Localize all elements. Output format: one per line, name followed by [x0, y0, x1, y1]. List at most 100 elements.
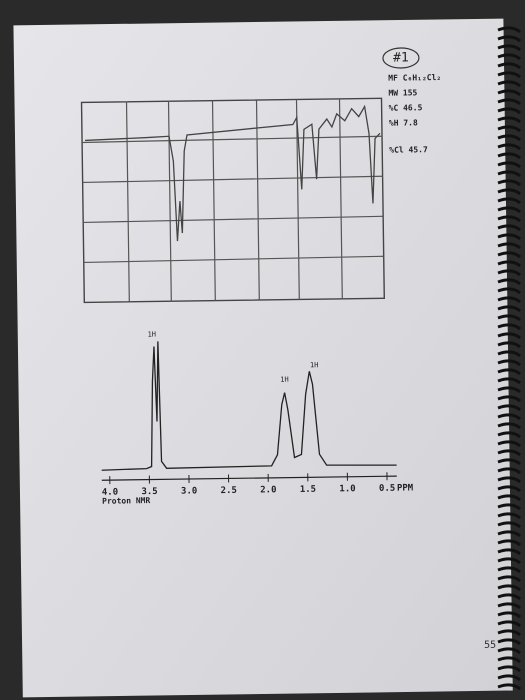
caption: Proton NMR [102, 496, 150, 506]
info-line: MW 155 [388, 88, 417, 97]
spiral-loop [497, 566, 521, 574]
grid-line [338, 98, 343, 299]
spiral-loop [497, 395, 521, 403]
info-line: %C 46.5 [389, 103, 423, 112]
grid-line [82, 135, 383, 144]
spiral-loop [497, 278, 521, 286]
tick-label: 3.5 [141, 487, 157, 497]
grid-line [83, 255, 384, 264]
spiral-loop [497, 557, 521, 565]
grid-line [295, 99, 300, 300]
ir-frame [80, 97, 385, 304]
spiral-loop [497, 53, 521, 61]
spiral-loop [497, 476, 521, 484]
spiral-loop [497, 242, 521, 250]
unit-label: PPM [397, 483, 414, 493]
spiral-loop [497, 350, 521, 358]
spiral-loop [497, 629, 521, 637]
tick-label: 1.5 [300, 485, 316, 495]
spiral-loop [497, 377, 521, 385]
spiral-loop [497, 314, 521, 322]
spiral-loop [497, 305, 521, 313]
spiral-loop [497, 35, 521, 43]
tick-label: 2.0 [260, 485, 276, 495]
spiral-loop [497, 296, 521, 304]
spiral-loop [497, 593, 521, 601]
spiral-loop [497, 44, 521, 52]
peak-label: 1H [280, 376, 289, 384]
spiral-loop [497, 71, 521, 79]
spiral-loop [497, 440, 521, 448]
page: #1 MF C₆H₁₂Cl₂ MW 155 %C 46.5 %H 7.8 %Cl 45.… [13, 18, 513, 698]
grid-line [82, 175, 383, 184]
info-line: %Cl 45.7 [389, 145, 428, 155]
grid-line [211, 100, 216, 301]
ir-spectrum [80, 97, 385, 304]
spiral-loop [497, 647, 521, 655]
spiral-loop [497, 539, 521, 547]
spiral-loop [497, 341, 521, 349]
spiral-loop [497, 161, 521, 169]
spiral-loop [497, 62, 521, 70]
label-circle [382, 47, 420, 69]
spiral-loop [497, 602, 521, 610]
spiral-loop [497, 404, 521, 412]
spiral-loop [497, 413, 521, 421]
spiral-loop [497, 170, 521, 178]
spiral-loop [497, 503, 521, 511]
tick-label: 2.5 [221, 486, 237, 496]
spiral-loop [497, 206, 521, 214]
spiral-loop [497, 143, 521, 151]
spiral-loop [497, 233, 521, 241]
spiral-loop [497, 521, 521, 529]
spiral-loop [497, 188, 521, 196]
spiral-loop [497, 197, 521, 205]
spiral-loop [497, 134, 521, 142]
spiral-loop [497, 179, 521, 187]
spiral-loop [497, 494, 521, 502]
spiral-loop [497, 287, 521, 295]
spiral-loop [497, 386, 521, 394]
spiral-loop [497, 107, 521, 115]
ir-trace [85, 104, 381, 242]
spiral-loop [497, 332, 521, 340]
nmr-trace [101, 341, 397, 471]
spiral-loop [497, 116, 521, 124]
peak-label: 1H [310, 361, 319, 369]
spiral-loop [497, 656, 521, 664]
spiral-loop [497, 152, 521, 160]
spiral-loop [497, 683, 521, 691]
spiral-loop [497, 260, 521, 268]
spiral-loop [497, 323, 521, 331]
spiral-loop [497, 674, 521, 682]
spiral-loop [497, 485, 521, 493]
peak-label: 1H [147, 330, 156, 338]
spiral-binding [497, 26, 521, 691]
spiral-loop [497, 368, 521, 376]
spiral-loop [497, 80, 521, 88]
spiral-loop [497, 638, 521, 646]
info-line: MF C₆H₁₂Cl₂ [388, 73, 441, 83]
spiral-loop [497, 89, 521, 97]
spiral-loop [497, 431, 521, 439]
grid-line [83, 215, 384, 224]
tick-label: 4.0 [102, 487, 118, 497]
info-line: %H 7.8 [389, 118, 418, 127]
spiral-loop [497, 467, 521, 475]
nmr-spectrum: 4.0 3.5 3.0 2.5 2.0 1.5 1.0 0.5 PPM Proton NMR 1H 1… [101, 330, 414, 506]
spiral-loop [497, 512, 521, 520]
spiral-loop [497, 26, 521, 34]
grid-line [167, 101, 172, 302]
tick-label: 1.0 [339, 484, 355, 494]
spiral-loop [497, 269, 521, 277]
spiral-loop [497, 620, 521, 628]
spiral-loop [497, 458, 521, 466]
spiral-loop [497, 125, 521, 133]
spiral-loop [497, 575, 521, 583]
spiral-loop [497, 359, 521, 367]
sample-label: #1 [393, 50, 409, 65]
tick-label: 3.0 [181, 486, 197, 496]
spiral-loop [497, 215, 521, 223]
spiral-loop [497, 449, 521, 457]
